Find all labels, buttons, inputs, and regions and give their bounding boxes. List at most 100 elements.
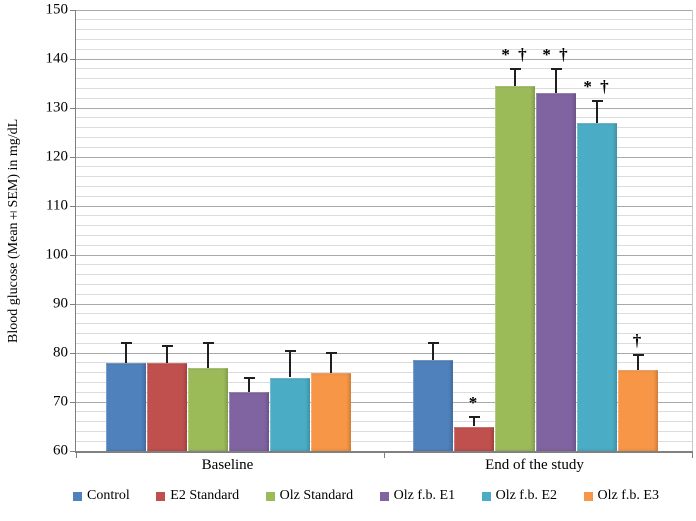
y-axis-tick-label: 110 (46, 197, 68, 214)
minor-gridline (76, 87, 692, 89)
minor-gridline (76, 195, 692, 197)
bar (311, 372, 351, 451)
minor-gridline (76, 372, 692, 374)
y-axis-tick (70, 401, 75, 403)
legend-item: Control (73, 488, 130, 504)
significance-marker: * (468, 392, 480, 412)
legend-label: Olz Standard (279, 488, 354, 503)
legend-item: Olz f.b. E3 (583, 488, 659, 504)
minor-gridline (76, 146, 692, 148)
error-bar (555, 68, 557, 94)
error-bar (432, 343, 434, 361)
y-axis-tick-label: 90 (53, 295, 68, 312)
error-bar-cap (550, 67, 562, 70)
error-bar (248, 377, 250, 393)
y-axis-tick-label: 100 (45, 246, 69, 263)
minor-gridline (76, 264, 692, 266)
error-bar-cap (243, 376, 255, 379)
bar (229, 392, 269, 451)
minor-gridline (76, 293, 692, 295)
error-bar-cap (468, 415, 480, 418)
minor-gridline (76, 78, 692, 80)
major-gridline (76, 254, 692, 256)
legend-item: Olz f.b. E2 (481, 488, 558, 504)
legend-item: Olz f.b. E1 (379, 488, 456, 504)
y-axis-tick-label: 140 (45, 50, 69, 67)
y-axis-tick (70, 9, 75, 11)
y-axis-tick (70, 303, 75, 305)
minor-gridline (76, 166, 692, 168)
minor-gridline (76, 440, 692, 442)
bar (536, 93, 576, 451)
minor-gridline (76, 274, 692, 276)
minor-gridline (76, 342, 692, 344)
minor-gridline (76, 185, 692, 187)
error-bar (289, 350, 291, 378)
minor-gridline (76, 136, 692, 138)
x-category-label: End of the study (485, 457, 584, 473)
x-category-label: Baseline (201, 457, 254, 473)
minor-gridline (76, 176, 692, 178)
bar (577, 122, 617, 451)
y-axis-tick (70, 352, 75, 354)
error-bar-cap (202, 342, 214, 345)
bar (618, 370, 658, 451)
minor-gridline (76, 323, 692, 325)
error-bar (473, 416, 475, 427)
major-gridline (76, 303, 692, 305)
error-bar (637, 355, 639, 371)
bar (495, 85, 535, 451)
y-axis-tick-label: 70 (53, 393, 68, 410)
error-bar (330, 353, 332, 373)
minor-gridline (76, 411, 692, 413)
significance-marker: * † (501, 44, 529, 64)
major-gridline (76, 401, 692, 403)
minor-gridline (76, 283, 692, 285)
y-axis-tick-label: 60 (53, 442, 68, 459)
legend-item: Olz Standard (265, 488, 354, 504)
error-bar (514, 68, 516, 86)
y-axis-tick-label: 130 (45, 99, 69, 116)
error-bar-cap (161, 344, 173, 347)
legend-label: Olz f.b. E2 (495, 488, 558, 503)
minor-gridline (76, 215, 692, 217)
minor-gridline (76, 421, 692, 423)
y-axis-tick-label: 80 (53, 344, 68, 361)
legend-item: E2 Standard (156, 488, 239, 504)
minor-gridline (76, 313, 692, 315)
legend-swatch-icon (156, 491, 166, 501)
error-bar-cap (325, 352, 337, 354)
minor-gridline (76, 29, 692, 31)
minor-gridline (76, 38, 692, 40)
significance-marker: * † (583, 76, 611, 96)
minor-gridline (76, 362, 692, 364)
minor-gridline (76, 48, 692, 50)
major-gridline (76, 9, 692, 11)
minor-gridline (76, 381, 692, 383)
error-bar (596, 100, 598, 123)
minor-gridline (76, 234, 692, 236)
legend-label: Control (87, 488, 130, 503)
bar (454, 426, 494, 451)
minor-gridline (76, 19, 692, 21)
major-gridline (76, 352, 692, 354)
error-bar-cap (632, 354, 644, 357)
bar (413, 360, 453, 451)
y-axis-tick (70, 58, 75, 60)
minor-gridline (76, 244, 692, 246)
error-bar (207, 343, 209, 368)
minor-gridline (76, 117, 692, 119)
x-axis-tick (691, 451, 693, 458)
error-bar (125, 343, 127, 363)
bar (270, 377, 310, 451)
error-bar-cap (509, 67, 521, 70)
legend-label: Olz f.b. E1 (393, 488, 456, 503)
bar (106, 362, 146, 451)
legend-swatch-icon (481, 491, 491, 501)
error-bar-cap (591, 99, 603, 102)
legend-swatch-icon (379, 491, 389, 501)
y-axis-tick-label: 120 (45, 148, 69, 165)
minor-gridline (76, 391, 692, 393)
major-gridline (76, 107, 692, 109)
